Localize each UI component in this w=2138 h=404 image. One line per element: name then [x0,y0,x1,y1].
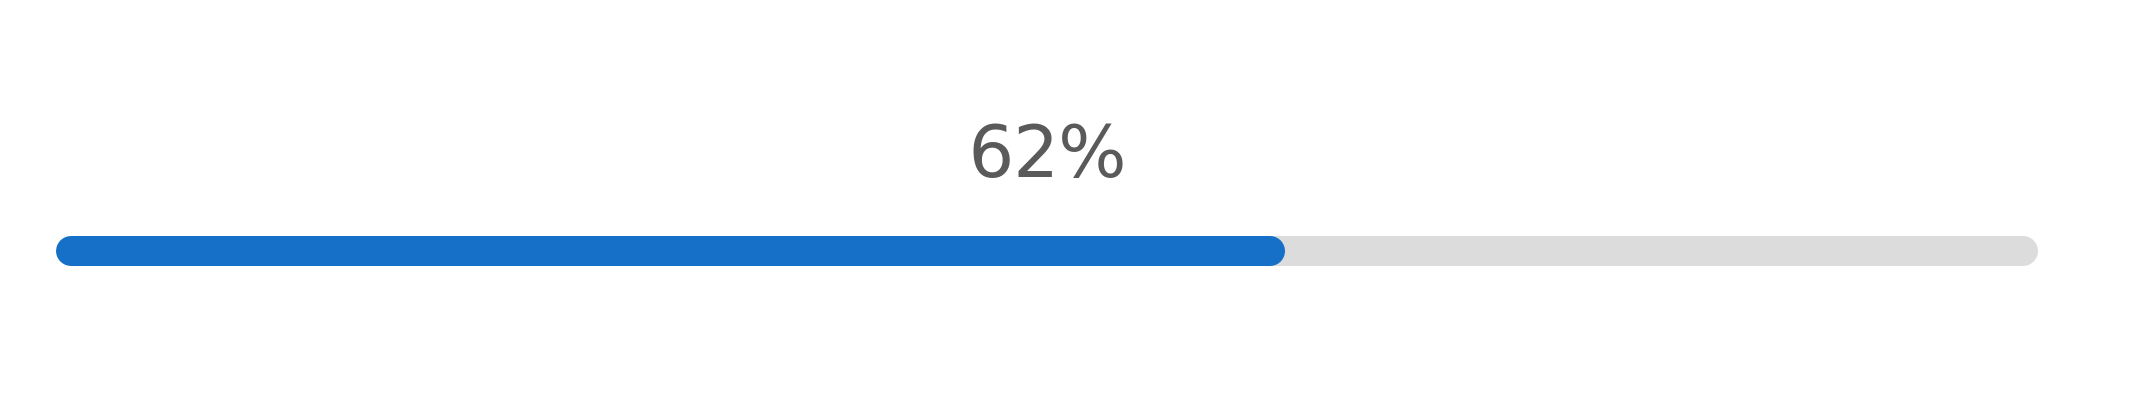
progress-track [56,236,2038,266]
progress-fill [56,236,1285,266]
progress-percentage-label: 62% [968,110,1126,194]
